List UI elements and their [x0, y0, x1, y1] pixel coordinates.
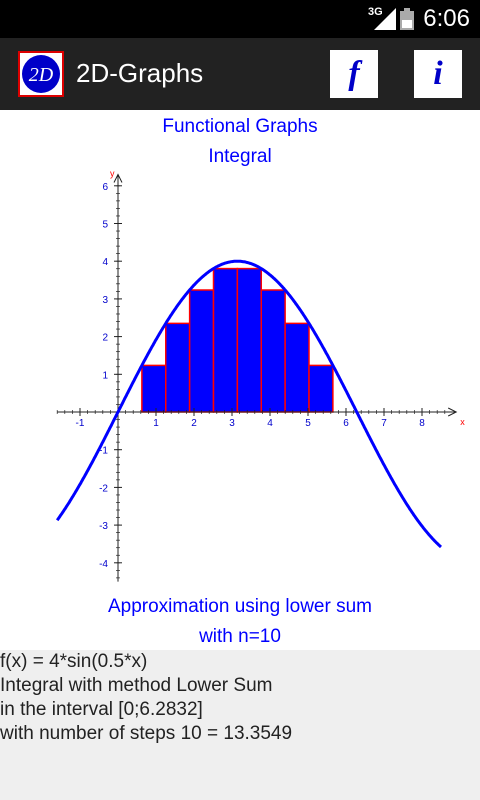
graph-caption: Approximation using lower sum	[107, 596, 372, 617]
result-line-function: f(x) = 4*sin(0.5*x)	[0, 651, 148, 672]
graph-subtitle: Integral	[208, 146, 272, 167]
y-tick-label: 6	[102, 182, 108, 193]
x-axis-label: x	[460, 417, 465, 427]
y-tick-label: 2	[102, 333, 108, 344]
lower-sum-bar	[165, 322, 191, 413]
y-tick-label: 4	[102, 257, 108, 268]
y-tick-label: -3	[99, 521, 108, 532]
network-type: 3G	[368, 6, 383, 18]
y-axis-arrow	[113, 173, 123, 183]
result-line-interval: in the interval [0;6.2832]	[0, 699, 203, 720]
x-tick-label: 2	[191, 418, 197, 429]
y-tick-label: 1	[102, 370, 108, 381]
graph-title: Functional Graphs	[162, 116, 318, 137]
lower-sum-bar	[284, 322, 310, 413]
y-tick-label: 3	[102, 295, 108, 306]
app-logo: 2D	[18, 51, 64, 97]
lower-sum-bar	[308, 364, 334, 413]
lower-sum-bar	[236, 267, 263, 413]
x-tick-label: 5	[305, 418, 311, 429]
result-panel: f(x) = 4*sin(0.5*x) Integral with method…	[0, 650, 480, 800]
function-curve	[55, 259, 442, 549]
x-tick-label: 8	[419, 418, 425, 429]
y-axis-label: y	[110, 170, 115, 178]
status-time: 6:06	[423, 5, 470, 32]
result-line-method: Integral with method Lower Sum	[0, 675, 273, 696]
x-axis-arrow	[447, 407, 458, 417]
battery-icon	[400, 8, 414, 30]
info-icon: i	[433, 55, 443, 92]
logo-icon: 2D	[22, 55, 60, 93]
x-tick-label: 3	[229, 418, 235, 429]
status-bar: 3G 6:06	[0, 0, 480, 38]
x-tick-label: 1	[153, 418, 159, 429]
function-icon: f	[348, 55, 360, 92]
svg-text:2D: 2D	[29, 64, 54, 86]
signal-icon	[374, 8, 396, 30]
lower-sum-bar	[188, 289, 215, 413]
function-graph: -1 1 2 3 4 5 6 7 8 -4 -3 -2 -1 1 2 3 4 5 6 x y	[55, 170, 465, 582]
result-line-value: with number of steps 10 = 13.3549	[0, 723, 293, 744]
y-tick-label: 5	[102, 220, 108, 231]
lower-sum-bar	[260, 289, 286, 413]
x-tick-label: 4	[267, 418, 273, 429]
x-tick-label: -1	[76, 418, 85, 429]
graph-area: Functional Graphs Integral -1 1 2 3 4 5 6 7 8 -4-…	[0, 110, 480, 650]
y-tick-label: -2	[99, 483, 108, 494]
lower-sum-bar	[141, 364, 167, 413]
y-tick-label: -4	[99, 559, 108, 570]
x-tick-label: 7	[381, 418, 387, 429]
lower-sum-bar	[212, 267, 239, 413]
app-title: 2D-Graphs	[76, 58, 204, 88]
graph-caption-n: with n=10	[199, 626, 281, 647]
function-button[interactable]: f	[330, 50, 378, 98]
x-tick-label: 6	[343, 418, 349, 429]
y-tick-label: -1	[99, 446, 108, 457]
info-button[interactable]: i	[414, 50, 462, 98]
action-bar: 2D 2D-Graphs f i	[0, 38, 480, 110]
